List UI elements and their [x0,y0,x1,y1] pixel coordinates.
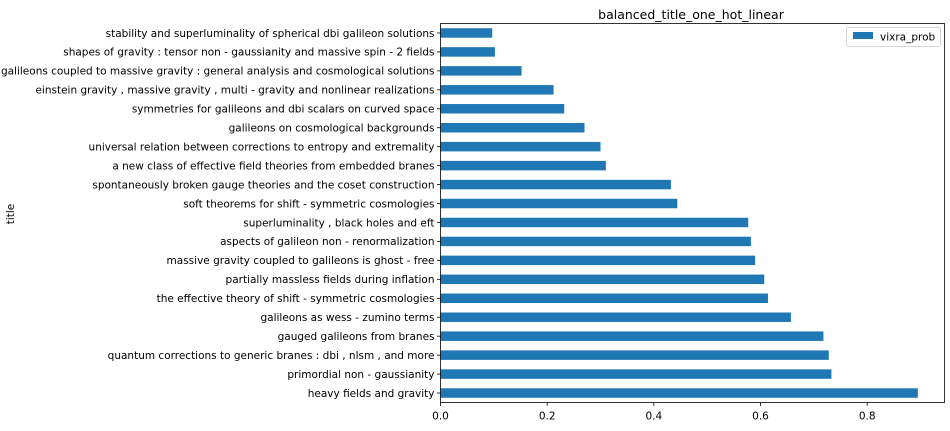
bar [440,198,678,209]
y-axis-label: title [5,204,17,225]
y-tick-label: a new class of effective field theories … [112,160,434,172]
y-tick-label: partially massless fields during inflati… [226,274,435,286]
legend-swatch [853,32,873,39]
bars-group [440,28,918,398]
bar [440,255,756,266]
y-tick-label: gauged galileons from branes [278,331,435,343]
bar [440,312,791,322]
y-tick-label: heavy fields and gravity [308,388,435,400]
y-tick-label: soft theorems for shift - symmetric cosm… [183,198,434,210]
y-tick-label: symmetries for galileons and dbi scalars… [132,104,435,116]
y-tick-label: spontaneously broken gauge theories and … [92,179,434,191]
y-tick-label: galileons on cosmological backgrounds [229,123,435,135]
bar [440,28,493,38]
bar [440,66,522,76]
y-tick-label: primordial non - gaussianity [287,369,434,381]
bar [440,160,606,171]
x-tick-label: 0.0 [432,411,449,423]
y-tick-label: massive gravity coupled to galileons is … [167,255,435,267]
y-tick-label: shapes of gravity : tensor non - gaussia… [63,47,434,59]
bar [440,179,671,190]
axes-frame [440,23,945,403]
bar [440,141,601,152]
bar [440,274,765,285]
bar [440,236,751,247]
bar [440,331,824,341]
bar [440,122,585,133]
y-tick-label: the effective theory of shift - symmetri… [157,293,435,305]
y-tick-label: aspects of galileon non - renormalizatio… [220,236,434,248]
legend-label: vixra_prob [880,32,936,44]
x-tick-label: 0.4 [645,411,662,423]
y-tick-label: superluminality , black holes and eft [243,217,434,229]
x-tick-label: 0.6 [752,411,769,423]
bar [440,293,768,304]
bar [440,388,918,398]
bar [440,369,832,379]
bar [440,350,829,360]
bar [440,85,554,95]
y-ticks-group: heavy fields and gravity primordial non -… [1,28,441,400]
y-tick-label: galileons coupled to massive gravity : g… [1,66,435,78]
legend: vixra_prob [846,27,941,47]
chart-title: balanced_title_one_hot_linear [598,7,785,22]
y-tick-label: stability and superluminality of spheric… [106,28,435,40]
bar [440,47,495,57]
y-tick-label: einstein gravity , massive gravity , mul… [35,85,434,97]
x-tick-label: 0.8 [859,411,876,423]
x-ticks-group: 0.0 0.2 0.4 0.6 0.8 [432,402,876,423]
y-tick-label: galileons as wess - zumino terms [260,312,434,324]
bar [440,104,565,114]
y-tick-label: universal relation between corrections t… [89,141,435,153]
x-tick-label: 0.2 [539,411,556,423]
bar [440,217,749,228]
y-tick-label: quantum corrections to generic branes : … [108,350,435,362]
